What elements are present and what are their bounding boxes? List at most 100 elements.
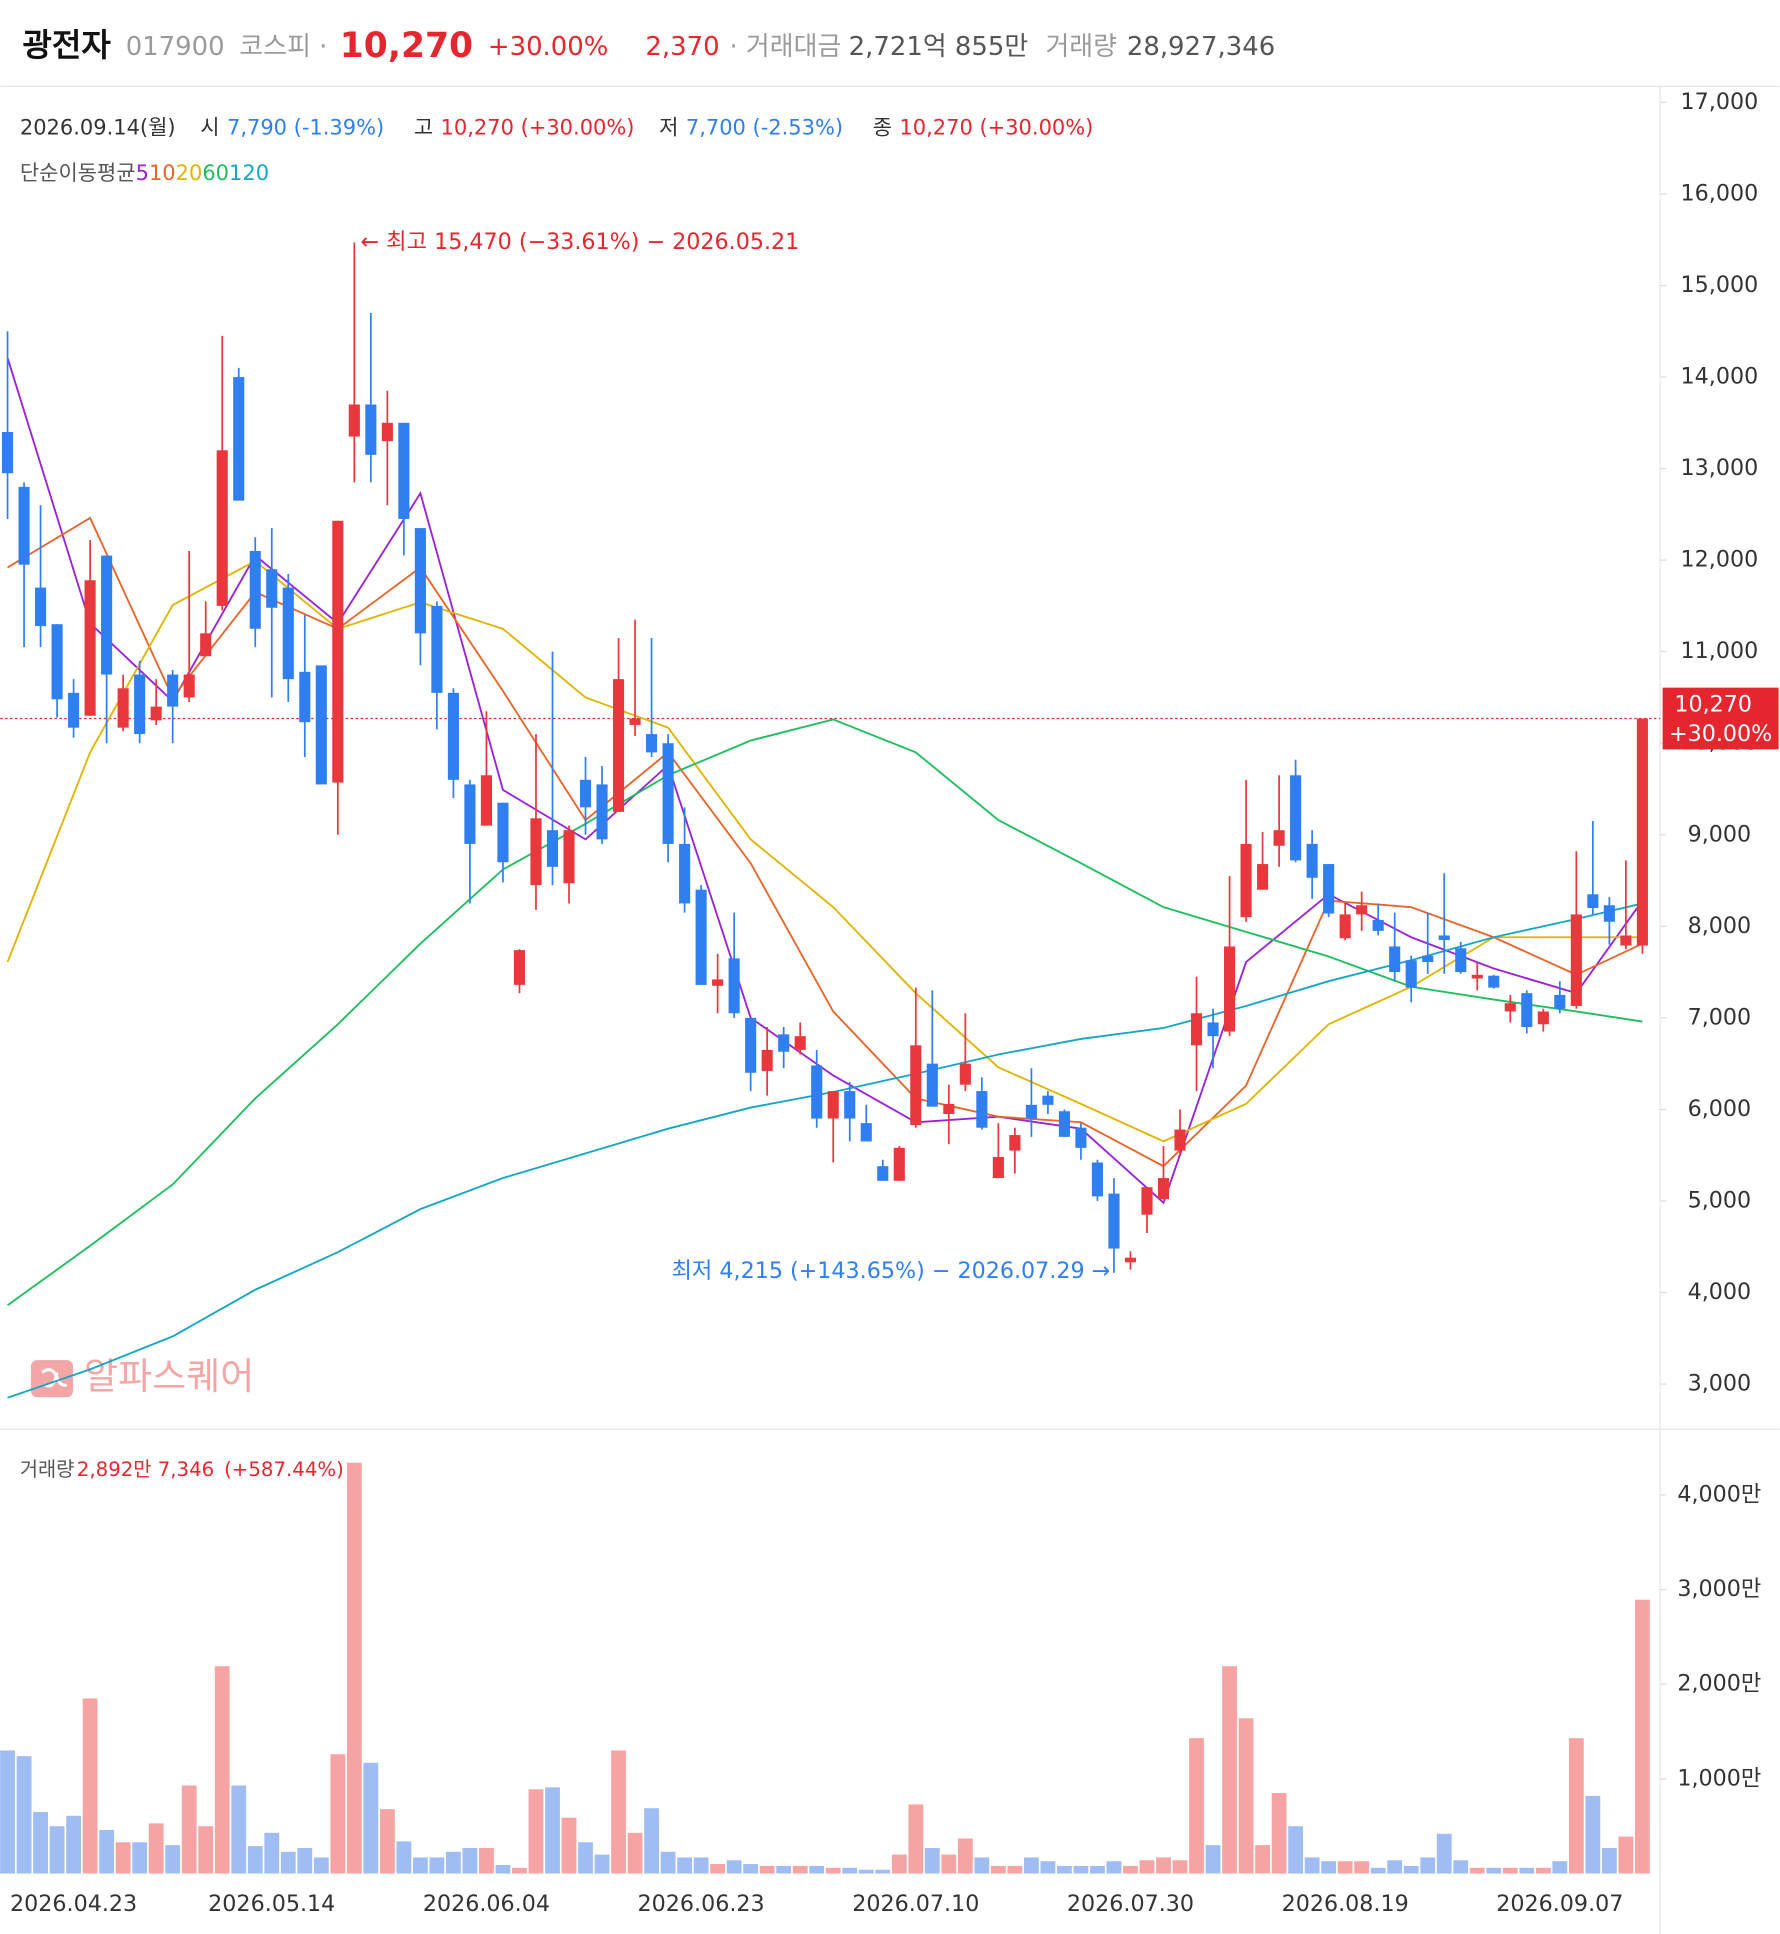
candle-body — [381, 422, 393, 442]
x-tick-label: 2026.09.07 — [1496, 1891, 1623, 1917]
candle-body — [794, 1036, 806, 1050]
volume-title: 거래량 — [20, 1457, 74, 1480]
volume-bar — [875, 1869, 891, 1874]
volume-bar — [1321, 1861, 1337, 1874]
volume-bar — [1172, 1860, 1188, 1874]
volume-bar — [132, 1842, 148, 1874]
volume-bar — [1040, 1861, 1056, 1874]
candle-body — [1372, 919, 1384, 931]
volume-bar — [611, 1750, 626, 1874]
volume-bar — [1420, 1857, 1436, 1874]
candle-body — [712, 979, 724, 986]
volume-bar — [479, 1847, 494, 1874]
candle-body — [200, 633, 212, 657]
volume-bar — [280, 1851, 296, 1874]
volume-bar — [759, 1865, 775, 1874]
annotation: ← 최고 15,470 (−33.61%) − 2026.05.21 — [361, 229, 800, 255]
volume-bar — [660, 1851, 676, 1874]
y-tick-label: 11,000 — [1681, 638, 1759, 664]
x-tick-label: 2026.08.19 — [1282, 1891, 1409, 1917]
volume-bar — [1271, 1793, 1287, 1874]
low-label: 저 — [659, 115, 678, 139]
candle-body — [1273, 830, 1285, 846]
volume-bar — [66, 1815, 82, 1874]
current-price-label: 10,270 — [1674, 691, 1752, 717]
volume-bar — [1007, 1865, 1023, 1874]
volume-bar — [165, 1845, 181, 1874]
y-tick-label: 3,000 — [1688, 1371, 1752, 1397]
volume-bar — [1568, 1738, 1584, 1874]
candle-body — [266, 569, 278, 608]
candle-body — [398, 422, 410, 519]
turnover: 2,721억 855만 — [849, 31, 1029, 61]
volume-bar — [1139, 1860, 1155, 1874]
open-label: 시 — [200, 115, 219, 139]
volume-bar — [429, 1857, 445, 1874]
volume-bar — [1502, 1867, 1518, 1874]
current-price-box — [1662, 687, 1779, 750]
volume-bar — [231, 1785, 247, 1874]
y-tick-label: 5,000 — [1688, 1187, 1752, 1213]
volume-bar — [1205, 1845, 1221, 1874]
volume-bar — [677, 1857, 693, 1874]
legend-entry: 10 — [149, 161, 176, 185]
candle-body — [447, 692, 459, 780]
candle-body — [1521, 993, 1533, 1028]
candle-body — [134, 674, 146, 735]
candle-body — [546, 830, 559, 867]
candle-body — [860, 1123, 872, 1142]
volume-bar — [214, 1666, 230, 1874]
volume-bar — [363, 1762, 379, 1874]
change: 2,370 — [645, 31, 719, 61]
candle-body — [778, 1034, 790, 1052]
candle-body — [1108, 1193, 1120, 1249]
volume-bar — [743, 1864, 759, 1874]
candle-body — [1290, 775, 1302, 861]
volume-bar — [1073, 1865, 1089, 1874]
candle-body — [1587, 894, 1599, 909]
volume-bar — [412, 1857, 428, 1874]
candle-body — [1306, 843, 1318, 878]
volume-bar — [1618, 1836, 1634, 1874]
volume-bar — [825, 1867, 841, 1874]
volume-change: (+587.44%) — [224, 1457, 344, 1480]
candle-body — [1471, 974, 1483, 979]
volume-bar — [99, 1829, 115, 1874]
volume-bar — [0, 1750, 15, 1874]
candle-body — [1455, 948, 1467, 973]
candle-body — [943, 1103, 955, 1114]
volume-bar — [528, 1789, 544, 1874]
candle-body — [464, 784, 476, 844]
high: 10,270 (+30.00%) — [441, 115, 635, 139]
volume-bar — [891, 1854, 907, 1874]
volume-bar — [1255, 1845, 1270, 1874]
volume-bar — [1354, 1861, 1370, 1874]
candle-body — [18, 486, 30, 565]
candle-body — [431, 605, 443, 693]
candle-body — [1257, 864, 1269, 890]
volume-bar — [1288, 1826, 1304, 1874]
candle-body — [1339, 914, 1351, 939]
volume-bar — [726, 1860, 742, 1874]
candle-body — [563, 830, 575, 884]
candle-body — [1504, 1003, 1516, 1012]
volume-bar — [313, 1857, 329, 1874]
candle-body — [745, 1017, 757, 1073]
candle-body — [877, 1166, 889, 1181]
candle-body — [332, 520, 344, 783]
candle-body — [101, 555, 113, 675]
candle-body — [728, 958, 740, 1014]
volume-bar — [792, 1865, 808, 1874]
volume-bar — [512, 1867, 527, 1874]
candle-body — [51, 624, 63, 700]
volume-bar — [941, 1854, 957, 1874]
candle-body — [811, 1065, 823, 1119]
volume-bar — [115, 1842, 131, 1874]
volume: 28,927,346 — [1127, 31, 1275, 61]
volume-bar — [1634, 1599, 1650, 1874]
volume-bar — [710, 1864, 726, 1874]
volume-bar — [1189, 1738, 1204, 1874]
ma-legend: 단순이동평균5102060120 — [20, 161, 269, 185]
volume-bar — [247, 1846, 263, 1874]
